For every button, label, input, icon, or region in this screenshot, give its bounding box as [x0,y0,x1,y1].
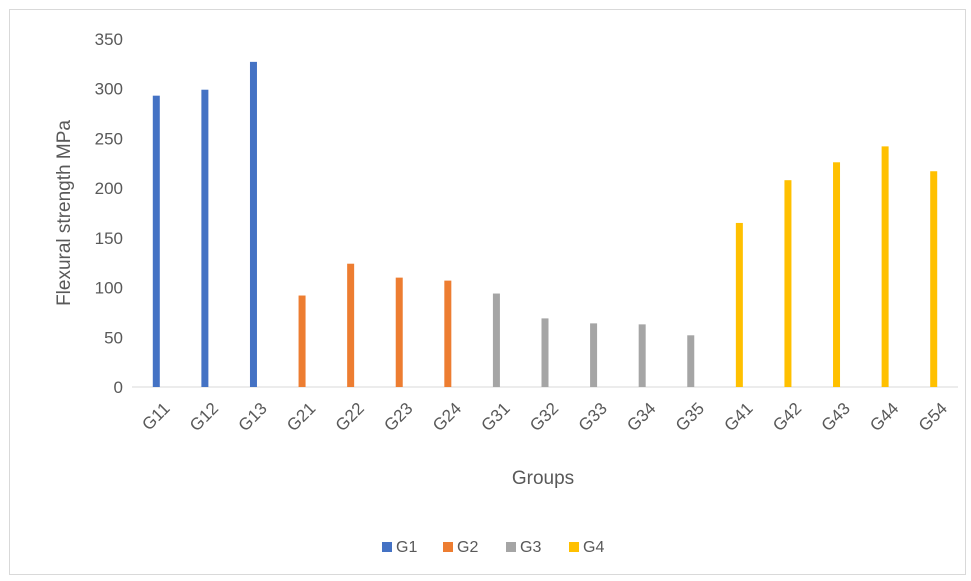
bar-g44 [881,146,889,387]
legend-label-g3: G3 [520,539,541,556]
bar-g13 [249,61,257,388]
x-tick-label: G41 [721,399,757,435]
y-axis-ticks: 0 50 100 150 200 250 300 350 [95,30,123,397]
bar-g54 [930,171,938,387]
bar-g11 [152,95,160,387]
x-tick-label: G43 [818,399,854,435]
x-tick-label: G31 [478,399,514,435]
legend-swatch-g2 [443,542,453,552]
bar-g24 [444,280,452,387]
bar-g43 [833,162,841,387]
bar-g35 [687,335,695,387]
y-tick-label: 100 [95,279,123,298]
x-tick-label: G13 [235,399,271,435]
x-tick-label: G35 [672,399,708,435]
legend: G1 G2 G3 G4 [382,539,604,556]
x-tick-label: G54 [915,399,951,435]
bar-g32 [541,318,549,387]
x-tick-label: G44 [866,399,902,435]
legend-swatch-g4 [569,542,579,552]
y-tick-label: 200 [95,179,123,198]
y-tick-label: 350 [95,30,123,49]
x-axis-title: Groups [512,468,574,489]
y-tick-label: 0 [114,378,123,397]
x-tick-label: G34 [623,399,659,435]
bar-g31 [492,293,500,387]
bar-g33 [590,323,598,387]
y-axis-title: Flexural strength MPa [54,120,75,306]
x-tick-label: G21 [283,399,319,435]
bar-g42 [784,180,792,387]
x-tick-label: G11 [138,399,173,434]
x-axis-ticks: G11 G12 G13 G21 G22 G23 G24 G31 G32 G33 G34 G35 G41 G… [138,399,951,435]
x-tick-label: G22 [332,399,368,435]
y-tick-label: 150 [95,229,123,248]
x-tick-label: G24 [429,399,465,435]
x-tick-label: G42 [769,399,805,435]
x-tick-label: G33 [575,399,611,435]
x-tick-label: G32 [526,399,562,435]
bar-g22 [347,263,355,387]
legend-label-g2: G2 [457,539,478,556]
y-tick-label: 250 [95,129,123,148]
chart-frame [9,9,966,575]
bar-g23 [395,277,403,387]
bar-g41 [735,222,743,387]
y-tick-label: 50 [104,328,123,347]
y-tick-label: 300 [95,80,123,99]
legend-label-g4: G4 [583,539,604,556]
legend-label-g1: G1 [396,539,417,556]
legend-swatch-g1 [382,542,392,552]
bars [152,61,938,388]
bar-g21 [298,295,306,387]
bar-g34 [638,324,646,387]
x-tick-label: G12 [186,399,222,435]
bar-g12 [201,89,209,388]
legend-swatch-g3 [506,542,516,552]
x-tick-label: G23 [380,399,416,435]
